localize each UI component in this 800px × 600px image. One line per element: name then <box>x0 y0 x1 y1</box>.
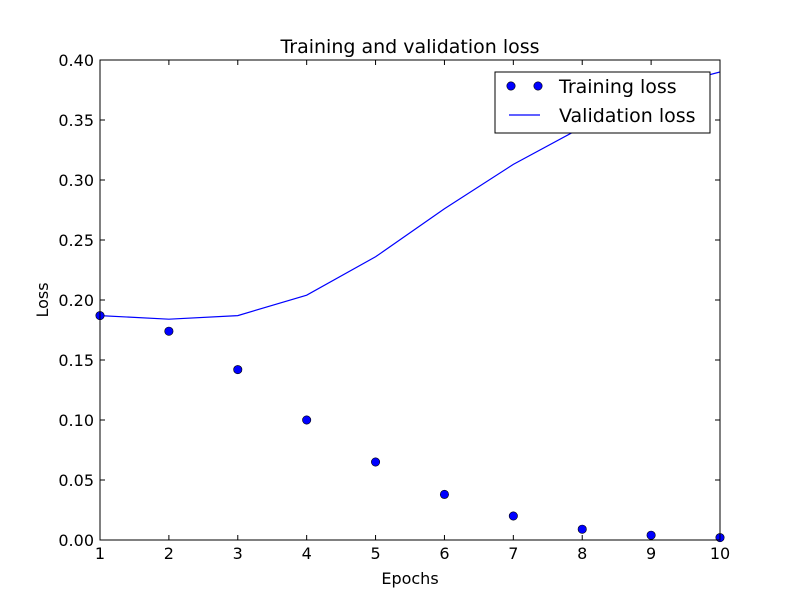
plot-area: 1 2 3 4 5 6 7 8 9 10 0.00 0.05 0.10 0.15 0.20 0.25 0.30 0… <box>58 51 730 563</box>
training-loss-point <box>233 365 243 375</box>
x-tick-label: 4 <box>302 544 312 563</box>
x-tick-label: 10 <box>710 544 730 563</box>
training-loss-point <box>164 326 174 336</box>
y-tick-label: 0.35 <box>58 111 94 130</box>
training-loss-point <box>302 415 312 425</box>
legend-label-training: Training loss <box>558 76 677 98</box>
training-loss-point <box>646 530 656 540</box>
x-tick-label: 5 <box>370 544 380 563</box>
training-loss-point <box>577 524 587 534</box>
legend-marker-training <box>533 81 543 91</box>
y-tick-label: 0.20 <box>58 291 94 310</box>
y-tick-label: 0.15 <box>58 351 94 370</box>
legend-box <box>494 71 711 134</box>
y-tick-label: 0.40 <box>58 51 94 70</box>
training-loss-point <box>508 511 518 521</box>
training-loss-point <box>439 489 449 499</box>
legend-marker-training <box>506 81 516 91</box>
x-tick-label: 6 <box>439 544 449 563</box>
training-loss-point <box>371 457 381 467</box>
plot-frame <box>99 59 721 541</box>
x-tick-label: 1 <box>95 544 105 563</box>
y-tick-label: 0.30 <box>58 171 94 190</box>
y-axis-label: Loss <box>33 282 52 317</box>
y-tick-label: 0.05 <box>58 471 94 490</box>
x-axis-label: Epochs <box>381 569 438 588</box>
x-tick-label: 7 <box>508 544 518 563</box>
x-tick-label: 8 <box>577 544 587 563</box>
legend-label-validation: Validation loss <box>559 105 696 127</box>
x-tick-label: 9 <box>646 544 656 563</box>
x-tick-label: 2 <box>164 544 174 563</box>
y-tick-label: 0.25 <box>58 231 94 250</box>
x-tick-label: 3 <box>233 544 243 563</box>
y-tick-label: 0.10 <box>58 411 94 430</box>
chart-title: Training and validation loss <box>279 36 539 58</box>
y-tick-label: 0.00 <box>58 531 94 550</box>
legend: Training loss Validation loss <box>494 71 711 134</box>
